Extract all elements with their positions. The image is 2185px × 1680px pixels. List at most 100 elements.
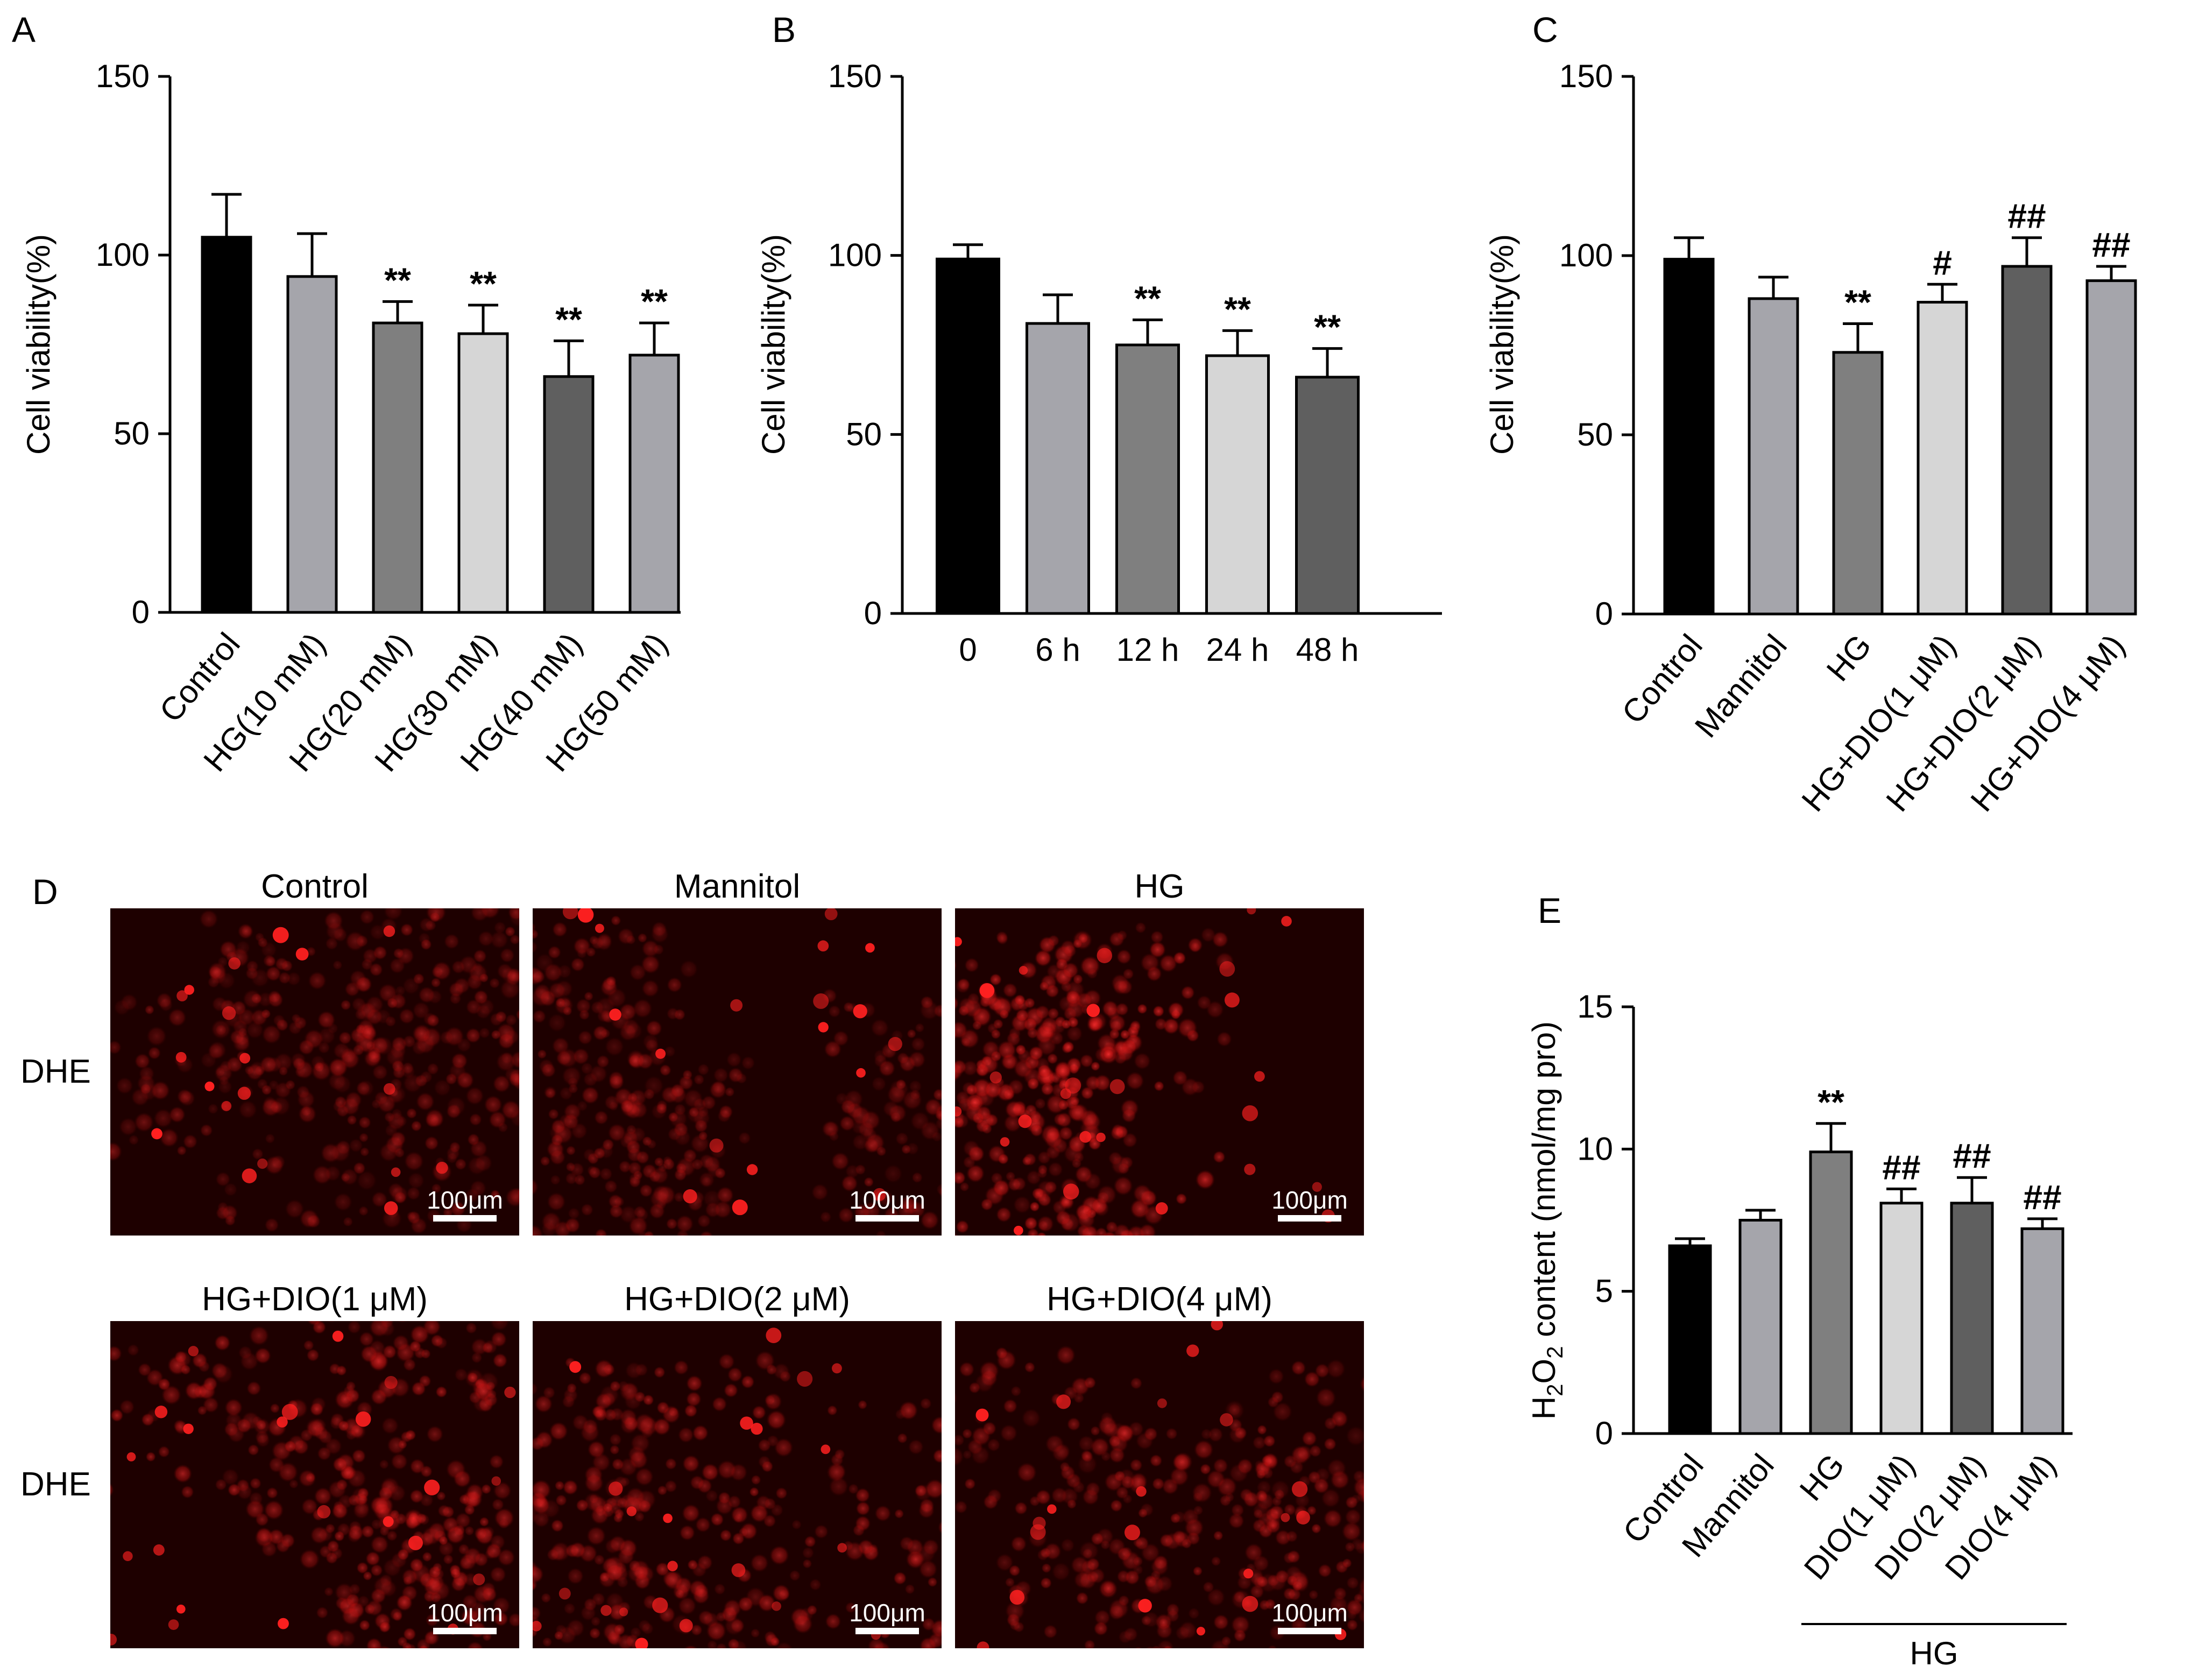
cell-spot	[1208, 1427, 1224, 1443]
bright-cell	[655, 1048, 666, 1059]
cell-spot	[285, 1199, 305, 1219]
cell-spot	[249, 1325, 270, 1346]
bar	[1917, 301, 1968, 616]
cell-spot	[543, 1085, 557, 1100]
significance-label: **	[555, 300, 582, 338]
cell-spot	[411, 1120, 422, 1132]
cell-spot	[366, 1637, 383, 1648]
cell-spot	[663, 1046, 676, 1057]
cell-spot	[932, 1088, 942, 1102]
cell-spot	[557, 1625, 577, 1645]
cell-spot	[433, 1079, 451, 1097]
cell-spot	[697, 1063, 710, 1076]
cell-spot	[960, 1244, 971, 1255]
cell-spot	[955, 1446, 964, 1467]
cell-spot	[1392, 1462, 1410, 1480]
bright-cell	[237, 1086, 251, 1100]
cell-spot	[138, 1065, 155, 1082]
cell-spot	[740, 1522, 758, 1540]
cell-spot	[379, 1459, 390, 1470]
cell-spot	[1324, 1437, 1337, 1451]
cell-spot	[500, 966, 518, 984]
cell-spot	[1043, 1542, 1062, 1561]
cell-spot	[713, 1583, 726, 1596]
cell-spot	[943, 1528, 952, 1537]
bright-cell	[1047, 1504, 1057, 1514]
scale-bar-label: 100μm	[849, 1599, 925, 1627]
cell-spot	[392, 1334, 409, 1352]
cell-spot	[492, 1596, 511, 1615]
cell-spot	[533, 1510, 550, 1528]
cell-spot	[92, 1425, 102, 1435]
cell-spot	[79, 1365, 97, 1383]
cell-spot	[265, 965, 281, 982]
cell-spot	[982, 1421, 997, 1436]
cell-spot	[264, 1500, 284, 1520]
cell-spot	[93, 1090, 107, 1104]
cell-spot	[563, 1603, 576, 1615]
cell-spot	[599, 1167, 613, 1181]
cell-spot	[874, 1505, 892, 1522]
cell-spot	[1434, 1572, 1454, 1592]
bright-cell	[176, 990, 188, 1001]
cell-spot	[518, 1001, 532, 1015]
cell-spot	[1257, 1424, 1268, 1435]
cell-spot	[477, 1282, 493, 1298]
cell-spot	[400, 923, 414, 937]
cell-spot	[899, 1536, 915, 1551]
y-tick-label: 10	[1577, 1131, 1613, 1167]
cell-spot	[1172, 1452, 1193, 1472]
cell-spot	[871, 1018, 889, 1037]
cell-spot	[864, 1138, 880, 1154]
bright-cell	[1296, 1510, 1310, 1525]
cell-spot	[215, 1478, 227, 1491]
cell-spot	[382, 1344, 397, 1359]
cell-spot	[1373, 1533, 1392, 1552]
cell-spot	[392, 1245, 409, 1262]
cell-spot	[971, 1445, 991, 1465]
cell-spot	[1134, 1536, 1149, 1551]
cell-spot	[1096, 1191, 1110, 1205]
cell-spot	[694, 1119, 708, 1133]
cell-spot	[356, 976, 373, 993]
cell-spot	[1029, 1201, 1040, 1212]
cell-spot	[659, 1064, 671, 1077]
cell-spot	[1213, 1150, 1226, 1163]
cell-spot	[337, 1629, 356, 1648]
bright-cell	[1014, 1225, 1023, 1236]
cell-spot	[635, 1208, 649, 1222]
cell-spot	[356, 935, 369, 948]
cell-spot	[608, 1603, 626, 1621]
cell-spot	[454, 1368, 468, 1382]
cell-spot	[981, 1667, 991, 1677]
cell-spot	[718, 1353, 735, 1370]
cell-spot	[539, 989, 556, 1007]
cell-spot	[453, 1470, 471, 1488]
cell-spot	[710, 1513, 724, 1527]
cell-spot	[470, 1180, 487, 1197]
cell-spot	[1154, 1081, 1164, 1092]
cell-spot	[68, 1119, 80, 1131]
cell-spot	[450, 1201, 466, 1217]
cell-spot	[291, 1013, 301, 1023]
cell-spot	[1159, 1240, 1175, 1255]
bright-cell	[979, 983, 995, 998]
cell-spot	[328, 1480, 347, 1499]
cell-spot	[1150, 1236, 1168, 1253]
cell-spot	[223, 1182, 238, 1197]
cell-spot	[509, 1187, 519, 1204]
cell-spot	[547, 1013, 567, 1033]
cell-spot	[224, 1398, 243, 1417]
cell-spot	[1021, 1256, 1036, 1270]
cell-spot	[290, 1052, 307, 1068]
cell-spot	[562, 1395, 576, 1409]
cell-spot	[1314, 1363, 1330, 1379]
cell-spot	[534, 1395, 553, 1413]
cell-spot	[278, 1462, 299, 1483]
cell-spot	[575, 998, 591, 1014]
cell-spot	[1326, 1359, 1346, 1379]
cell-spot	[1264, 1512, 1282, 1530]
cell-spot	[958, 997, 976, 1015]
cell-spot	[1095, 1250, 1109, 1265]
